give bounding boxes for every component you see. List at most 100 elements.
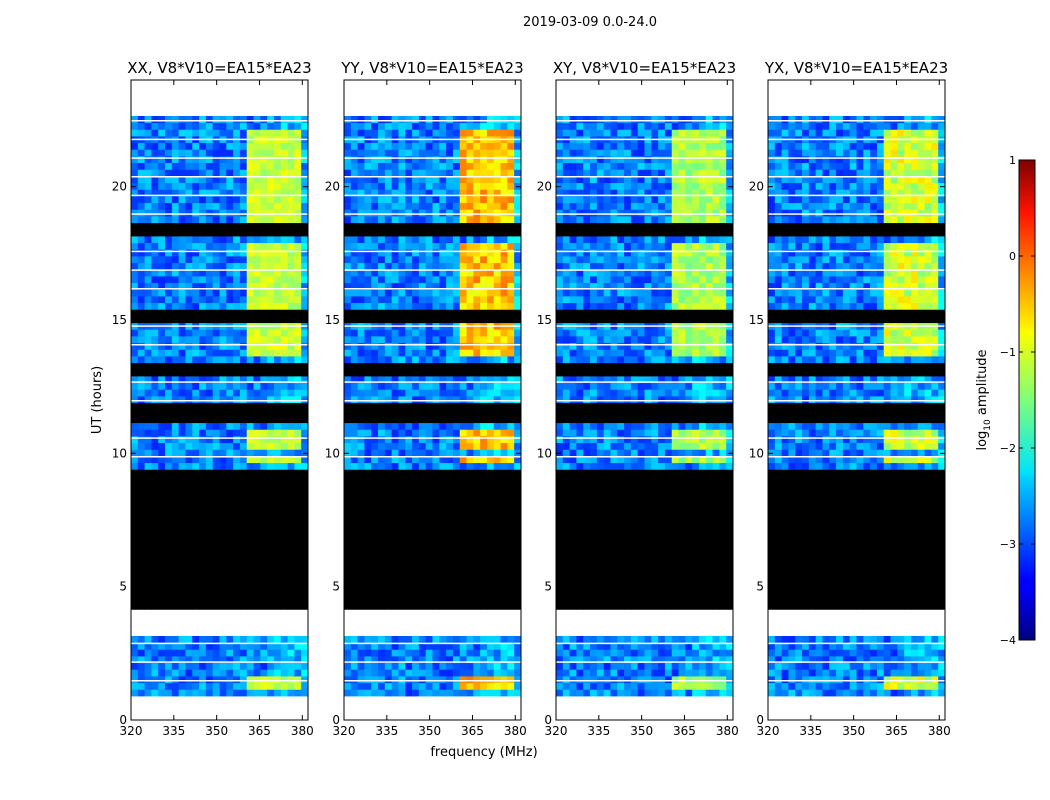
heatmap-cell — [158, 376, 166, 384]
heatmap-cell — [664, 689, 673, 697]
heatmap-cell — [350, 569, 359, 577]
heatmap-cell — [391, 436, 399, 444]
heatmap-cell — [432, 456, 440, 464]
heatmap-cell — [357, 196, 365, 204]
heatmap-cell — [178, 369, 186, 377]
heatmap-cell — [253, 256, 261, 264]
heatmap-cell — [364, 262, 372, 270]
heatmap-cell — [473, 689, 481, 697]
heatmap-cell — [466, 516, 474, 524]
heatmap-cell — [178, 509, 186, 517]
heatmap-cell — [364, 182, 372, 190]
heatmap-cell — [705, 576, 713, 584]
heatmap-cell — [364, 189, 372, 197]
heatmap-cell — [405, 162, 413, 170]
heatmap-cell — [273, 549, 282, 557]
heatmap-cell — [500, 576, 508, 584]
heatmap-cell — [446, 222, 454, 230]
heatmap-cell — [507, 676, 515, 684]
heatmap-cell — [412, 642, 420, 650]
heatmap-cell — [466, 582, 474, 590]
heatmap-cell — [364, 149, 372, 157]
heatmap-cell — [205, 169, 214, 177]
heatmap-cell — [260, 356, 268, 364]
heatmap-cell — [260, 669, 268, 677]
heatmap-cell — [131, 242, 139, 250]
heatmap-cell — [439, 396, 447, 404]
heatmap-cell — [371, 269, 379, 277]
heatmap-cell — [507, 269, 515, 277]
heatmap-cell — [165, 602, 173, 610]
heatmap-cell — [624, 669, 632, 677]
heatmap-cell — [391, 356, 399, 364]
heatmap-cell — [507, 636, 515, 644]
heatmap-cell — [678, 669, 686, 677]
heatmap-cell — [171, 342, 180, 350]
heatmap-cell — [705, 549, 713, 557]
heatmap-cell — [273, 356, 282, 364]
heatmap-cell — [357, 582, 365, 590]
heatmap-cell — [651, 602, 659, 610]
heatmap-cell — [446, 502, 454, 510]
heatmap-cell — [364, 142, 372, 150]
heatmap-cell — [418, 496, 427, 504]
heatmap-cell — [418, 129, 427, 137]
heatmap-cell — [344, 402, 352, 410]
heatmap-cell — [171, 316, 180, 324]
heatmap-cell — [384, 129, 393, 137]
heatmap-cell — [357, 362, 365, 370]
heatmap-cell — [418, 169, 427, 177]
heatmap-cell — [398, 122, 406, 130]
heatmap-cell — [507, 289, 515, 297]
heatmap-cell — [131, 489, 139, 497]
heatmap-cell — [260, 489, 268, 497]
heatmap-cell — [569, 562, 577, 570]
heatmap-cell — [446, 509, 454, 517]
heatmap-cell — [446, 496, 454, 504]
heatmap-cell — [280, 556, 288, 564]
heatmap-cell — [357, 389, 365, 397]
heatmap-cell — [205, 636, 214, 644]
heatmap-cell — [398, 569, 406, 577]
heatmap-cell — [391, 509, 399, 517]
heatmap-cell — [719, 542, 727, 550]
heatmap-cell — [712, 596, 720, 604]
heatmap-cell — [239, 589, 248, 597]
heatmap-cell — [446, 262, 454, 270]
heatmap-cell — [452, 429, 461, 437]
heatmap-cell — [480, 469, 488, 477]
heatmap-cell — [466, 282, 474, 290]
heatmap-cell — [405, 489, 413, 497]
heatmap-cell — [260, 636, 268, 644]
heatmap-cell — [158, 516, 166, 524]
heatmap-cell — [644, 602, 652, 610]
heatmap-cell — [405, 529, 413, 537]
heatmap-cell — [698, 669, 707, 677]
heatmap-cell — [651, 589, 659, 597]
heatmap-cell — [624, 582, 632, 590]
heatmap-cell — [384, 549, 393, 557]
heatmap-cell — [398, 276, 406, 284]
heatmap-cell — [226, 649, 234, 657]
heatmap-cell — [192, 549, 200, 557]
heatmap-cell — [446, 462, 454, 470]
heatmap-cell — [556, 576, 564, 584]
heatmap-cell — [439, 656, 447, 664]
heatmap-cell — [357, 249, 365, 257]
heatmap-cell — [246, 122, 254, 130]
heatmap-cell — [439, 442, 447, 450]
heatmap-cell — [446, 522, 454, 530]
heatmap-cell — [439, 389, 447, 397]
heatmap-cell — [644, 522, 652, 530]
heatmap-cell — [137, 462, 146, 470]
heatmap-cell — [610, 556, 618, 564]
heatmap-cell — [712, 676, 720, 684]
heatmap-cell — [212, 282, 220, 290]
heatmap-cell — [219, 569, 227, 577]
heatmap-cell — [398, 216, 406, 224]
heatmap-cell — [514, 216, 522, 224]
heatmap-cell — [459, 422, 467, 430]
heatmap-cell — [371, 176, 379, 184]
heatmap-cell — [226, 602, 234, 610]
heatmap-cell — [493, 162, 501, 170]
